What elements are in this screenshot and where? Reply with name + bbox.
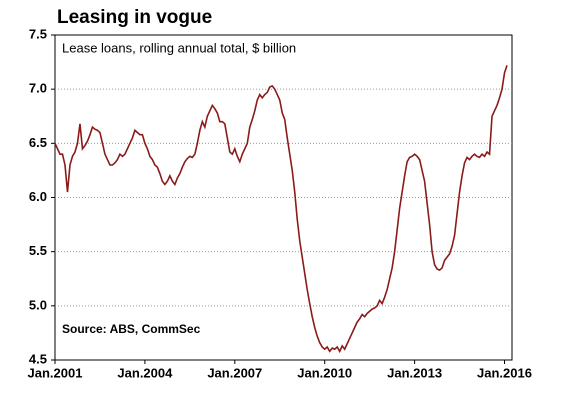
y-tick-label: 7.0 xyxy=(29,81,47,96)
y-tick-label: 6.0 xyxy=(29,189,47,204)
y-tick-label: 6.5 xyxy=(29,135,47,150)
source-note: Source: ABS, CommSec xyxy=(62,322,201,336)
x-tick-label: Jan.2004 xyxy=(117,365,173,380)
chart-title: Leasing in vogue xyxy=(57,7,212,28)
y-tick-label: 4.5 xyxy=(29,351,47,366)
y-tick-label: 7.5 xyxy=(29,26,47,41)
data-line xyxy=(54,65,508,354)
y-tick-label: 5.0 xyxy=(29,297,47,312)
x-tick-label: Jan.2007 xyxy=(207,365,262,380)
x-tick-label: Jan.2001 xyxy=(28,365,83,380)
y-tick-label: 5.5 xyxy=(29,243,47,258)
subtitle: Lease loans, rolling annual total, $ bil… xyxy=(62,40,296,55)
x-tick-label: Jan.2013 xyxy=(387,365,442,380)
x-tick-label: Jan.2010 xyxy=(297,365,352,380)
x-tick-label: Jan.2016 xyxy=(477,365,532,380)
